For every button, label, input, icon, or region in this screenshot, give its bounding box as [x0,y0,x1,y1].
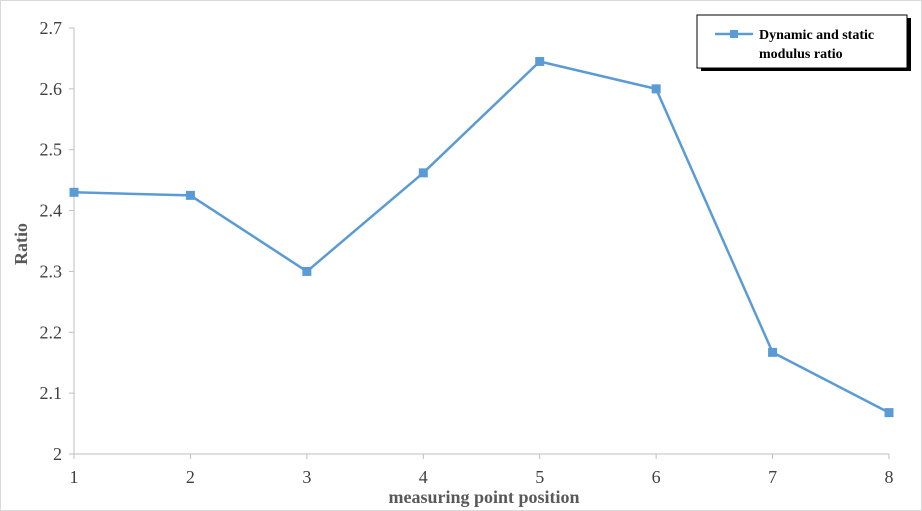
axes [73,28,889,455]
legend-label-line-2: modulus ratio [759,47,843,62]
x-tick-label: 6 [652,467,661,487]
x-tick-label: 3 [302,467,311,487]
y-tick-label: 2.4 [40,201,63,221]
data-point-3 [302,266,312,276]
y-tick-label: 2.2 [40,322,63,342]
series-layer [69,56,894,418]
data-point-7 [768,347,778,357]
x-tick-label: 4 [419,467,428,487]
y-tick-label: 2 [53,444,62,464]
y-tick-label: 2.3 [40,261,63,281]
x-tick-label: 8 [885,467,894,487]
data-point-4 [418,168,428,178]
y-tick-label: 2.6 [40,79,63,99]
data-point-8 [884,408,894,418]
data-point-6 [651,84,661,94]
y-axis-title: Ratio [11,223,31,265]
y-tick-label: 2.7 [40,18,63,38]
x-tick-label: 1 [70,467,79,487]
data-point-1 [69,187,79,197]
legend-marker-swatch [730,30,738,38]
x-axis-title: measuring point position [388,487,579,507]
x-tick-label: 2 [186,467,195,487]
x-tick-label: 5 [535,467,544,487]
y-tick-label: 2.1 [40,383,63,403]
x-tick-label: 7 [768,467,777,487]
y-tick-labels: 2 2.1 2.2 2.3 2.4 2.5 2.6 2.7 [40,18,74,464]
legend-label-line-1: Dynamic and static [759,28,874,43]
x-tick-labels: 1 2 3 4 5 6 7 8 [70,454,894,487]
legend-box [696,14,908,69]
legend: Dynamic and static modulus ratio [696,14,911,71]
y-tick-label: 2.5 [40,140,63,160]
data-point-2 [185,190,195,200]
data-point-5 [535,56,545,66]
series-line [73,60,890,414]
